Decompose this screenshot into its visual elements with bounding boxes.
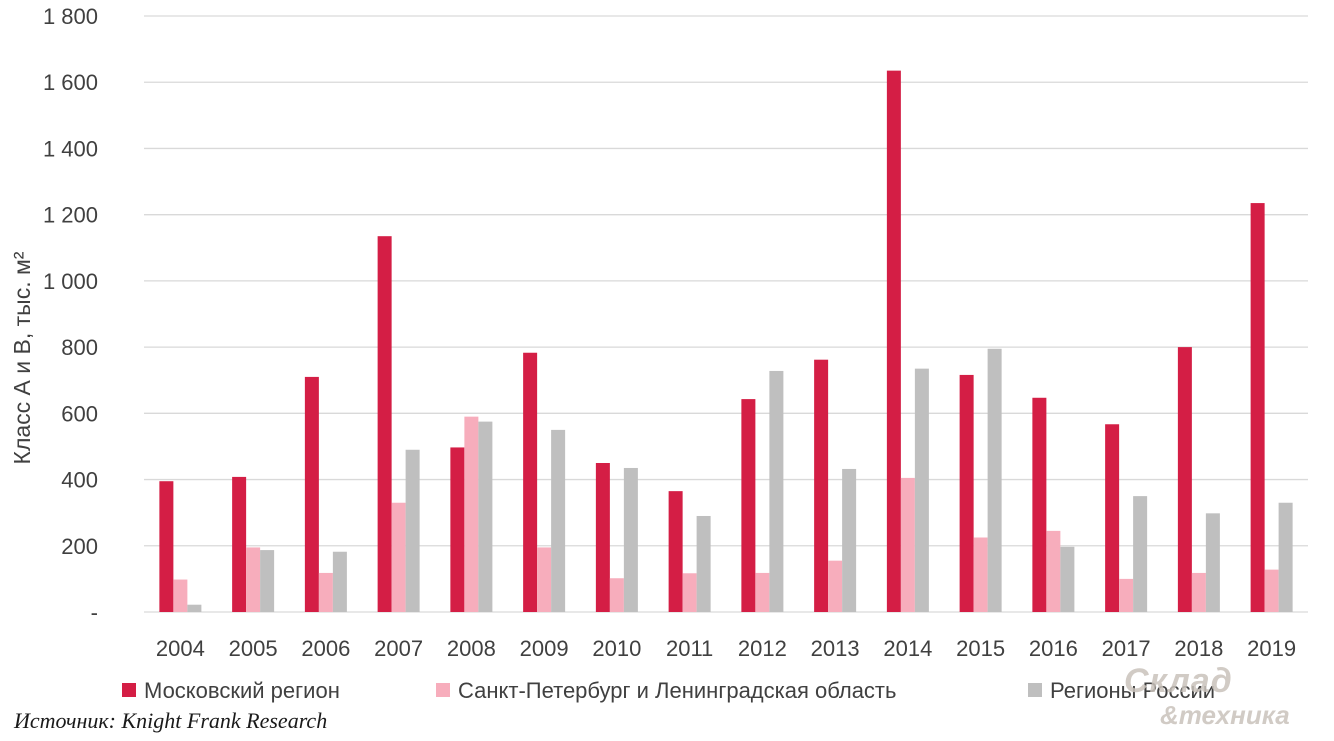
x-tick-label: 2010 xyxy=(592,636,641,661)
bar-2016-series-2 xyxy=(1060,546,1075,612)
x-axis-ticks: 2004 2005 2006 2007 2008 2009 2010 2011 2012 2013… xyxy=(156,636,1296,661)
bar-2019-series-2 xyxy=(1278,502,1293,612)
bar-2006-series-1 xyxy=(318,572,333,612)
x-tick-label: 2006 xyxy=(301,636,350,661)
bar-2006-series-2 xyxy=(332,551,347,612)
bar-2006-series-0 xyxy=(304,376,319,612)
bar-2019-series-1 xyxy=(1264,569,1279,612)
legend-label: Московский регион xyxy=(144,678,340,703)
bar-2005-series-0 xyxy=(232,476,247,612)
bar-2012-series-1 xyxy=(755,572,770,612)
bar-2011-series-2 xyxy=(696,515,711,612)
y-tick-label: 1 200 xyxy=(43,203,98,228)
bar-2012-series-2 xyxy=(769,370,784,612)
x-tick-label: 2005 xyxy=(229,636,278,661)
bar-2016-series-1 xyxy=(1046,530,1061,612)
watermark-line-2: &техника xyxy=(1160,700,1290,730)
bar-2004-series-1 xyxy=(173,579,188,612)
legend-swatch xyxy=(122,683,136,697)
x-tick-label: 2013 xyxy=(811,636,860,661)
bar-2018-series-0 xyxy=(1177,347,1192,612)
bar-2017-series-0 xyxy=(1105,424,1120,612)
bar-2008-series-0 xyxy=(450,447,465,612)
y-tick-label: 400 xyxy=(61,468,98,493)
y-axis-title: Класс А и В, тыс. м² xyxy=(9,251,35,464)
bar-2019-series-0 xyxy=(1250,203,1265,613)
bar-2014-series-2 xyxy=(914,368,929,612)
watermark-line-1: Склад xyxy=(1124,662,1233,700)
bar-2013-series-2 xyxy=(842,468,857,612)
bar-2007-series-1 xyxy=(391,502,406,612)
bar-2010-series-0 xyxy=(595,463,610,612)
x-tick-label: 2011 xyxy=(666,636,713,661)
x-tick-label: 2014 xyxy=(883,636,932,661)
x-tick-label: 2019 xyxy=(1247,636,1296,661)
bar-2004-series-0 xyxy=(159,481,174,612)
bar-2015-series-1 xyxy=(973,537,988,612)
source-note: Источник: Knight Frank Research xyxy=(14,708,328,733)
bar-2004-series-2 xyxy=(187,604,202,612)
bar-2010-series-1 xyxy=(609,578,624,612)
bar-2009-series-0 xyxy=(523,352,538,612)
watermark-logo: Склад &техника xyxy=(1116,664,1326,736)
x-tick-label: 2016 xyxy=(1029,636,1078,661)
legend-label: Регионы России xyxy=(1050,678,1215,703)
bar-2005-series-1 xyxy=(246,547,261,612)
legend-label: Санкт-Петербург и Ленинградская область xyxy=(458,678,896,703)
x-tick-label: 2008 xyxy=(447,636,496,661)
bar-2013-series-0 xyxy=(814,359,829,612)
y-axis-ticks: - 200 400 600 800 1 000 1 200 1 400 1 600 1 800 xyxy=(43,4,98,625)
bar-2015-series-2 xyxy=(987,348,1002,612)
bar-2017-series-1 xyxy=(1119,578,1134,612)
legend-swatch xyxy=(436,683,450,697)
bar-2007-series-0 xyxy=(377,236,392,612)
y-tick-label: 800 xyxy=(61,335,98,360)
y-tick-label: - xyxy=(91,600,98,625)
bar-2005-series-2 xyxy=(260,550,275,612)
bar-2016-series-0 xyxy=(1032,397,1047,612)
y-tick-label: 200 xyxy=(61,534,98,559)
bar-2011-series-0 xyxy=(668,491,683,612)
bar-2013-series-1 xyxy=(828,560,843,612)
bar-2008-series-1 xyxy=(464,416,479,612)
x-tick-label: 2009 xyxy=(520,636,569,661)
legend: Московский регион Санкт-Петербург и Ленин… xyxy=(122,678,1215,703)
bars xyxy=(159,70,1293,613)
bar-2014-series-1 xyxy=(900,477,915,612)
x-tick-label: 2018 xyxy=(1174,636,1223,661)
y-tick-label: 1 800 xyxy=(43,4,98,29)
bar-2010-series-2 xyxy=(623,467,638,612)
x-tick-label: 2017 xyxy=(1102,636,1151,661)
bar-2009-series-1 xyxy=(537,547,552,612)
legend-swatch xyxy=(1028,683,1042,697)
x-tick-label: 2004 xyxy=(156,636,205,661)
x-tick-label: 2015 xyxy=(956,636,1005,661)
bar-2009-series-2 xyxy=(551,429,566,612)
bar-2018-series-2 xyxy=(1205,513,1220,612)
x-tick-label: 2012 xyxy=(738,636,787,661)
bar-2012-series-0 xyxy=(741,399,756,612)
bar-2008-series-2 xyxy=(478,421,493,612)
bar-2014-series-0 xyxy=(886,70,901,613)
y-tick-label: 1 600 xyxy=(43,70,98,95)
bar-2011-series-1 xyxy=(682,573,697,612)
gridlines xyxy=(144,15,1308,613)
bar-2007-series-2 xyxy=(405,449,420,612)
bar-2017-series-2 xyxy=(1133,496,1148,612)
y-tick-label: 1 400 xyxy=(43,136,98,161)
bar-2018-series-1 xyxy=(1191,572,1206,612)
y-tick-label: 1 000 xyxy=(43,269,98,294)
x-tick-label: 2007 xyxy=(374,636,423,661)
y-tick-label: 600 xyxy=(61,401,98,426)
bar-2015-series-0 xyxy=(959,374,974,612)
